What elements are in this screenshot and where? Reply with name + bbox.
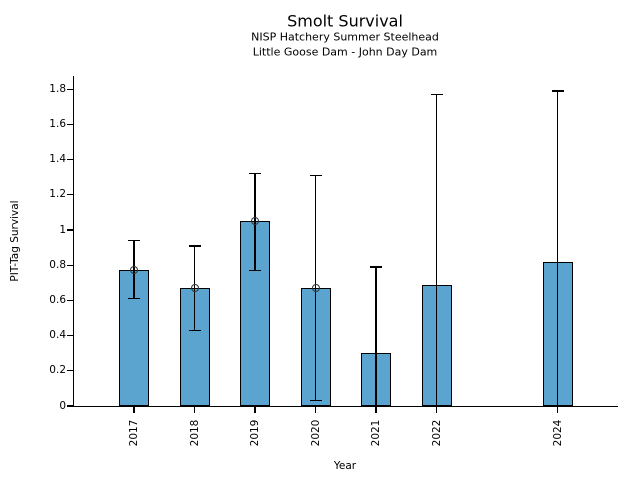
error-bar-cap-bottom (188, 329, 201, 332)
point-estimate-marker (190, 284, 199, 293)
x-axis-label: Year (333, 460, 357, 472)
y-axis-tick (66, 264, 74, 266)
error-bar-line (556, 90, 559, 406)
y-tick-label: 1.8 (49, 82, 66, 95)
x-tick-label: 2019 (249, 419, 261, 446)
error-bar-cap-bottom (249, 269, 261, 272)
x-axis-tick (375, 406, 377, 413)
y-tick-label: 0.8 (49, 258, 66, 271)
y-tick-label: 0.6 (49, 293, 66, 306)
x-axis-tick (314, 406, 317, 413)
y-axis-tick (66, 229, 74, 231)
x-tick-label: 2017 (128, 419, 140, 446)
error-bar-cap-top (551, 90, 564, 92)
chart-subtitle-line1: NISP Hatchery Summer Steelhead (251, 30, 439, 44)
y-axis-label: PIT-Tag Survival (9, 200, 21, 282)
x-axis-tick (556, 406, 559, 413)
y-axis-tick (66, 194, 74, 196)
error-bar-line (375, 266, 377, 406)
point-estimate-marker (251, 217, 259, 226)
y-axis-tick (66, 158, 74, 161)
y-tick-label: 1.2 (49, 188, 66, 201)
x-tick-label: 2022 (430, 419, 443, 446)
error-bar-cap-top (128, 239, 140, 242)
y-tick-label: 1 (59, 223, 66, 236)
x-axis-tick (435, 406, 438, 413)
y-axis-tick (66, 370, 74, 372)
error-bar-cap-top (309, 174, 322, 177)
point-estimate-marker (130, 266, 138, 275)
error-bar-cap-bottom (309, 399, 322, 402)
x-axis-tick (133, 406, 135, 413)
error-bar-cap-top (188, 245, 201, 247)
plot-area: 0 0.2 0.4 0.6 0.8 1 1.2 1.4 1.6 1.8 2017 2018 2019 20… (49, 76, 618, 446)
x-tick-label: 2021 (370, 419, 382, 446)
y-axis-tick (66, 334, 74, 337)
y-tick-label: 0.2 (49, 364, 66, 377)
y-tick-label: 0.4 (49, 329, 66, 342)
x-axis-tick (254, 406, 256, 413)
y-tick-label: 1.6 (49, 117, 66, 130)
x-tick-label: 2024 (551, 419, 564, 446)
chart-title: Smolt Survival (287, 11, 403, 31)
error-bar-cap-top (430, 93, 443, 96)
error-bar-line (435, 94, 438, 406)
error-bar-cap-top (249, 172, 261, 175)
y-axis-tick (66, 88, 74, 90)
x-tick-label: 2020 (309, 419, 322, 446)
y-axis-tick (66, 123, 74, 126)
error-bar-cap-bottom (128, 297, 140, 300)
x-axis-tick (193, 406, 196, 413)
chart-subtitle-line2: Little Goose Dam - John Day Dam (252, 45, 438, 59)
point-estimate-marker (311, 284, 320, 293)
y-axis-tick (66, 405, 74, 407)
error-bar-cap-top (370, 266, 382, 268)
y-axis-tick (66, 299, 74, 302)
y-tick-label: 0 (59, 399, 66, 412)
y-tick-label: 1.4 (49, 153, 66, 166)
x-tick-label: 2018 (188, 419, 201, 446)
